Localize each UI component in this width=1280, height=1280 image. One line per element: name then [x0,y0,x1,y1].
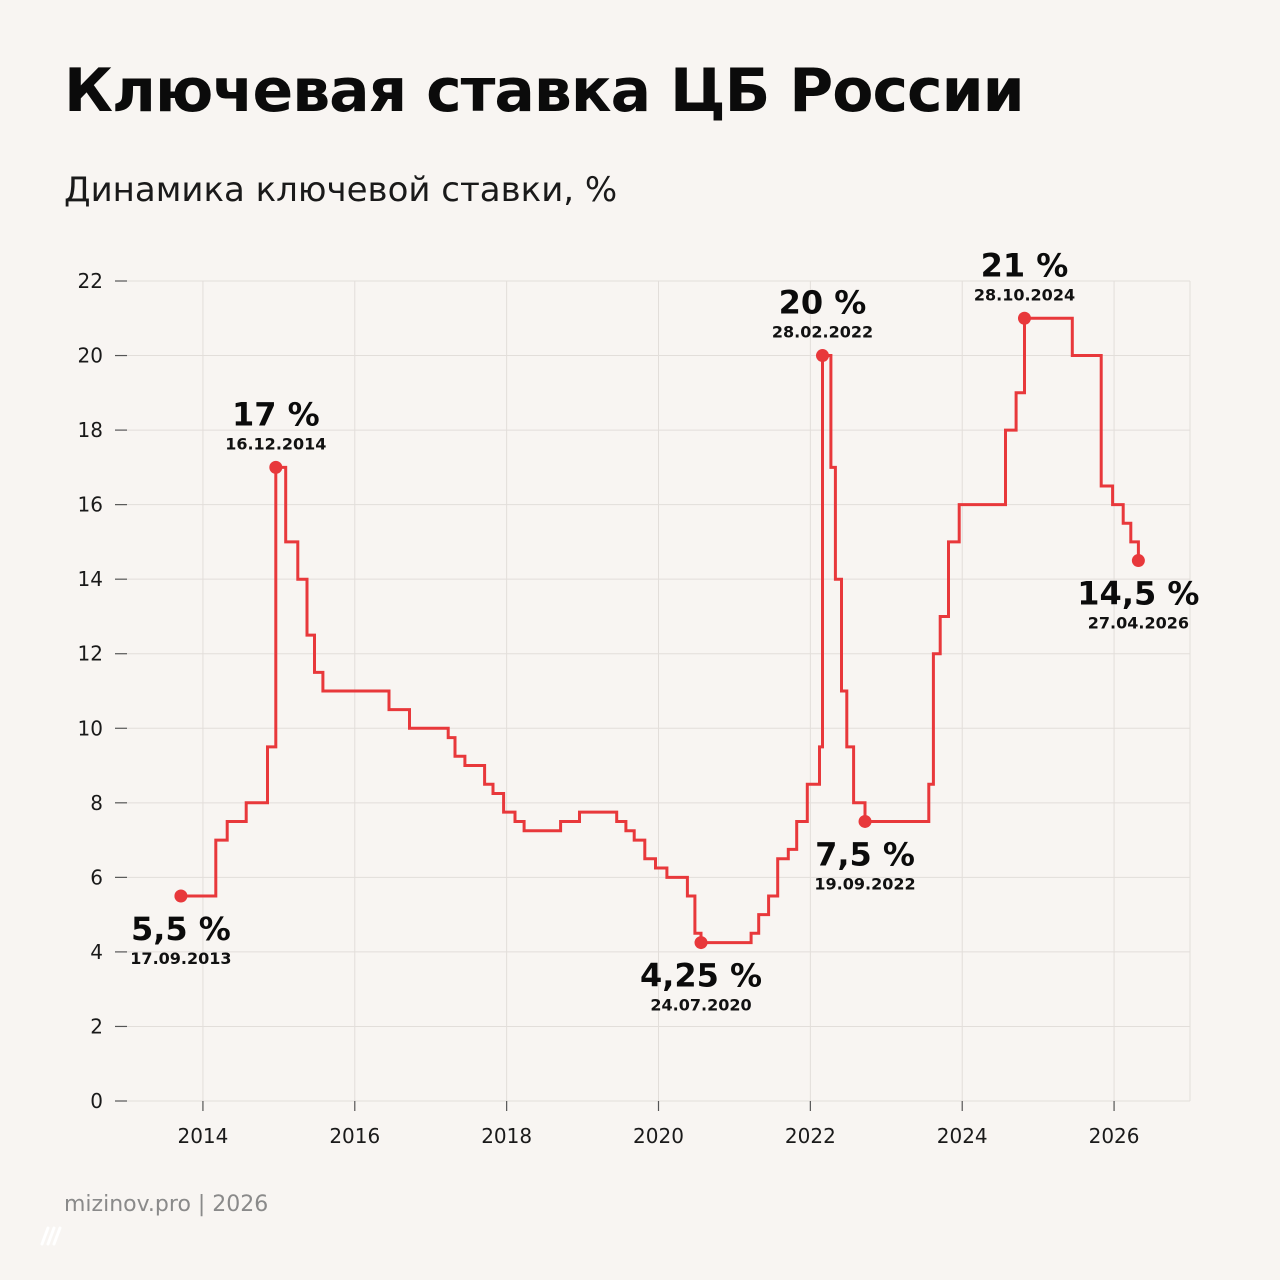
y-tick-label: 14 [78,567,103,591]
y-tick-label: 12 [78,642,103,666]
footer-credit: mizinov.pro | 2026 [64,1192,269,1217]
x-tick-label: 2024 [937,1124,988,1148]
rate-step-line [180,316,1140,945]
x-tick-label: 2020 [633,1124,684,1148]
x-tick-label: 2016 [329,1124,380,1148]
y-tick-label: 20 [78,344,103,368]
data-label-date: 28.02.2022 [772,323,873,342]
line-layer [180,316,1140,945]
data-label-value: 21 % [981,246,1069,284]
data-point-marker [816,349,830,363]
x-tick-label: 2026 [1089,1124,1140,1148]
y-tick-label: 10 [78,716,103,740]
data-label-value: 17 % [232,395,320,433]
x-tick-label: 2014 [177,1124,228,1148]
y-tick-label: 22 [78,269,103,293]
y-tick-label: 6 [90,865,103,889]
data-label-date: 24.07.2020 [650,996,751,1015]
x-tick-label: 2022 [785,1124,836,1148]
y-tick-label: 16 [78,493,103,517]
data-point-marker [694,936,708,950]
data-label-date: 28.10.2024 [974,285,1075,304]
data-label-date: 16.12.2014 [225,434,326,453]
grid-layer [127,280,1191,1102]
marker-layer [174,311,1145,950]
data-label-value: 14,5 % [1077,575,1199,613]
y-tick-label: 18 [78,418,103,442]
data-point-marker [269,460,283,474]
annotation-layer: 5,5 %17.09.2013 17 %16.12.2014 4,25 %24.07… [130,246,1199,1014]
data-label-value: 20 % [779,284,867,322]
x-tick-label: 2018 [481,1124,532,1148]
data-label-value: 5,5 % [131,910,231,948]
y-tick-label: 4 [90,940,103,964]
page-subtitle: Динамика ключевой ставки, % [64,170,618,210]
data-label-date: 19.09.2022 [814,874,915,893]
data-point-marker [1017,311,1031,325]
page-title: Ключевая ставка ЦБ России [64,56,1025,126]
brand-mark-icon [38,1224,66,1253]
data-point-marker [858,814,872,828]
y-tick-label: 2 [90,1014,103,1038]
y-tick-label: 0 [90,1089,103,1113]
data-label-date: 27.04.2026 [1088,614,1189,633]
data-label-date: 17.09.2013 [130,949,231,968]
y-tick-label: 8 [90,791,103,815]
data-point-marker [174,889,188,903]
data-point-marker [1131,554,1145,568]
data-label-value: 7,5 % [815,835,915,873]
data-label-value: 4,25 % [640,957,762,995]
